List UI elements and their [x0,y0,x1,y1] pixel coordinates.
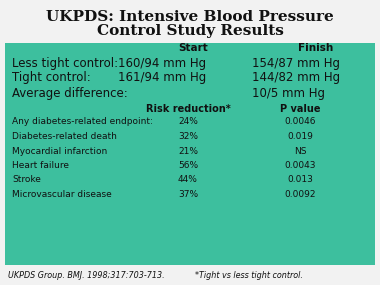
Text: Myocardial infarction: Myocardial infarction [12,146,107,156]
Text: Risk reduction*: Risk reduction* [146,104,230,114]
Text: 144/82 mm Hg: 144/82 mm Hg [252,72,340,84]
Text: Control Study Results: Control Study Results [97,24,283,38]
Text: Start: Start [178,43,208,53]
Text: 21%: 21% [178,146,198,156]
Text: Finish: Finish [298,43,334,53]
Text: 10/5 mm Hg: 10/5 mm Hg [252,87,325,99]
Text: Microvascular disease: Microvascular disease [12,190,112,199]
FancyBboxPatch shape [5,43,375,265]
Text: 0.013: 0.013 [287,176,313,184]
Text: UKPDS Group. BMJ. 1998;317:703-713.: UKPDS Group. BMJ. 1998;317:703-713. [8,270,165,280]
Text: Average difference:: Average difference: [12,87,128,99]
Text: 32%: 32% [178,132,198,141]
Text: 161/94 mm Hg: 161/94 mm Hg [118,72,206,84]
Text: Diabetes-related death: Diabetes-related death [12,132,117,141]
Text: 0.019: 0.019 [287,132,313,141]
Text: UKPDS: Intensive Blood Pressure: UKPDS: Intensive Blood Pressure [46,10,334,24]
Text: Any diabetes-related endpoint:: Any diabetes-related endpoint: [12,117,153,127]
Text: Heart failure: Heart failure [12,161,69,170]
Text: 37%: 37% [178,190,198,199]
Text: P value: P value [280,104,320,114]
Text: Tight control:: Tight control: [12,72,91,84]
Text: 56%: 56% [178,161,198,170]
Text: Less tight control:: Less tight control: [12,56,118,70]
Text: 0.0092: 0.0092 [284,190,316,199]
Text: *Tight vs less tight control.: *Tight vs less tight control. [195,270,303,280]
Text: 44%: 44% [178,176,198,184]
Text: 24%: 24% [178,117,198,127]
Text: 160/94 mm Hg: 160/94 mm Hg [118,56,206,70]
Text: 0.0043: 0.0043 [284,161,316,170]
Text: 0.0046: 0.0046 [284,117,316,127]
Text: 154/87 mm Hg: 154/87 mm Hg [252,56,340,70]
Text: Stroke: Stroke [12,176,41,184]
Text: NS: NS [294,146,306,156]
